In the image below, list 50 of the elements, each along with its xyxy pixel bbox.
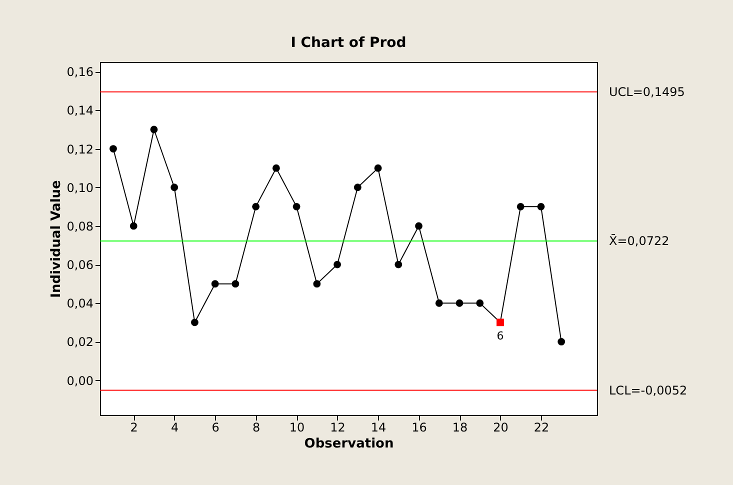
ref-line-label: UCL=0,1495	[609, 84, 685, 99]
point	[415, 222, 422, 230]
point	[516, 202, 524, 210]
point	[374, 164, 382, 172]
annotation: 6	[496, 329, 504, 342]
point	[313, 280, 321, 288]
y-tick-label: 0,00	[66, 374, 94, 388]
point	[537, 202, 545, 210]
y-tick-label: 0,16	[66, 65, 94, 80]
x-tick-label: 6	[212, 420, 220, 434]
point	[170, 184, 178, 192]
point	[272, 164, 280, 172]
y-tick-label: 0,12	[66, 142, 94, 156]
point	[558, 338, 566, 346]
y-axis-title: Individual Value	[48, 180, 64, 298]
point	[130, 222, 138, 230]
y-tick-label: 0,08	[66, 219, 94, 234]
point	[150, 126, 158, 134]
x-tick-label: 14	[370, 420, 386, 434]
chart-title: I Chart of Prod	[290, 35, 406, 51]
point	[211, 280, 219, 288]
point	[292, 202, 300, 210]
point	[191, 318, 198, 326]
point	[496, 318, 504, 326]
x-tick-label: 12	[330, 420, 346, 434]
point	[252, 202, 260, 210]
point	[394, 260, 402, 268]
point	[456, 299, 464, 307]
point	[232, 280, 240, 288]
x-tick-label: 18	[452, 420, 468, 434]
y-tick-label: 0,10	[66, 180, 94, 195]
y-tick-label: 0,02	[66, 335, 94, 350]
y-tick-label: 0,06	[66, 258, 94, 272]
x-tick-label: 20	[493, 420, 508, 434]
point	[110, 145, 117, 153]
ref-line-label: X̄=0,0722	[609, 234, 670, 248]
x-axis-title: Observation	[304, 436, 394, 452]
x-tick-label: 16	[412, 420, 427, 434]
point	[354, 184, 362, 192]
point	[334, 260, 342, 268]
point	[435, 299, 443, 307]
x-tick-label: 8	[252, 420, 260, 434]
x-tick-label: 22	[534, 420, 550, 434]
x-tick-label: 10	[289, 420, 305, 434]
y-tick-label: 0,04	[66, 296, 94, 311]
point	[476, 299, 484, 307]
ref-line-label: LCL=-0,0052	[609, 383, 688, 398]
x-tick-label: 4	[171, 420, 179, 434]
x-tick-label: 2	[130, 420, 138, 434]
y-tick-label: 0,14	[66, 104, 94, 118]
